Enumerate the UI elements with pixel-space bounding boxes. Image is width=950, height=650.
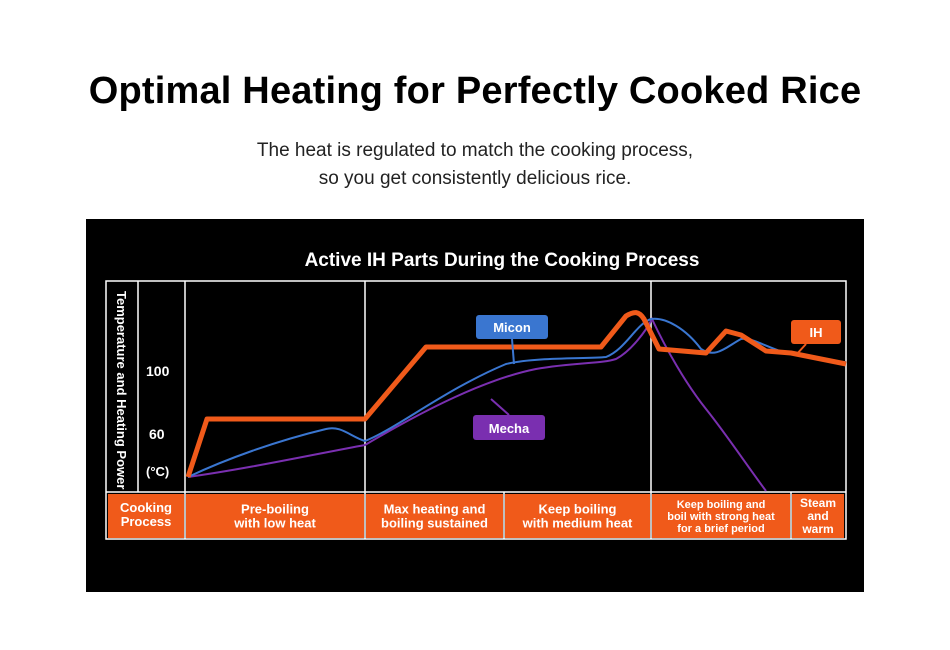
micon-curve [187,317,847,478]
ih-label-leader [795,343,807,356]
ih-label: IH [791,320,841,356]
stage-cell [792,494,844,538]
stage-label-text: boil with strong heat [667,511,775,523]
stage-label-text: Keep boiling and [677,499,766,511]
micon-label-box [476,315,548,339]
chart-panel: Active IH Parts During the Cooking Proce… [86,219,864,592]
y-axis-label: Temperature and Heating Power [114,291,129,489]
mecha-label-leader [490,398,510,416]
stage-cell [186,494,364,538]
micon-label-text: Micon [493,320,531,335]
stage-label-text: Steam [800,496,836,510]
page-title: Optimal Heating for Perfectly Cooked Ric… [88,70,862,112]
mecha-label: Mecha [473,398,545,440]
plot-frame [105,280,847,540]
stage-label-text: warm [801,522,833,536]
stage-label-text: for a brief period [677,523,764,535]
y-tick-label: 100 [146,363,170,379]
mecha-curve [187,316,767,492]
stage-label-text: and [807,509,828,523]
y-unit-label: (°C) [146,464,169,479]
process-label-text: Cooking [120,500,172,515]
stage-label-text: Pre-boiling [241,502,309,517]
process-label-cell [108,494,184,538]
stage-cell [652,494,790,538]
stage-label-text: with low heat [233,516,316,531]
stage-label-text: Max heating and [384,502,486,517]
y-tick-label: 60 [149,426,165,442]
stage-cell [366,494,503,538]
chart-title: Active IH Parts During the Cooking Proce… [305,250,700,271]
micon-label: Micon [476,315,548,365]
micon-label-leader [511,338,515,365]
subtitle-line-2: so you get consistently delicious rice. [318,168,632,189]
ih-curve [185,310,847,478]
mecha-label-text: Mecha [489,421,530,436]
stage-cell [505,494,650,538]
ih-label-text: IH [810,325,823,340]
mecha-label-box [473,415,545,440]
heating-chart: Active IH Parts During the Cooking Proce… [105,250,847,540]
stage-label-text: Keep boiling [539,502,617,517]
ih-label-box [791,320,841,344]
subtitle-line-1: The heat is regulated to match the cooki… [256,140,694,161]
stage-label-text: boiling sustained [381,516,488,531]
process-label-text: Process [121,514,172,529]
stage-label-text: with medium heat [522,516,633,531]
